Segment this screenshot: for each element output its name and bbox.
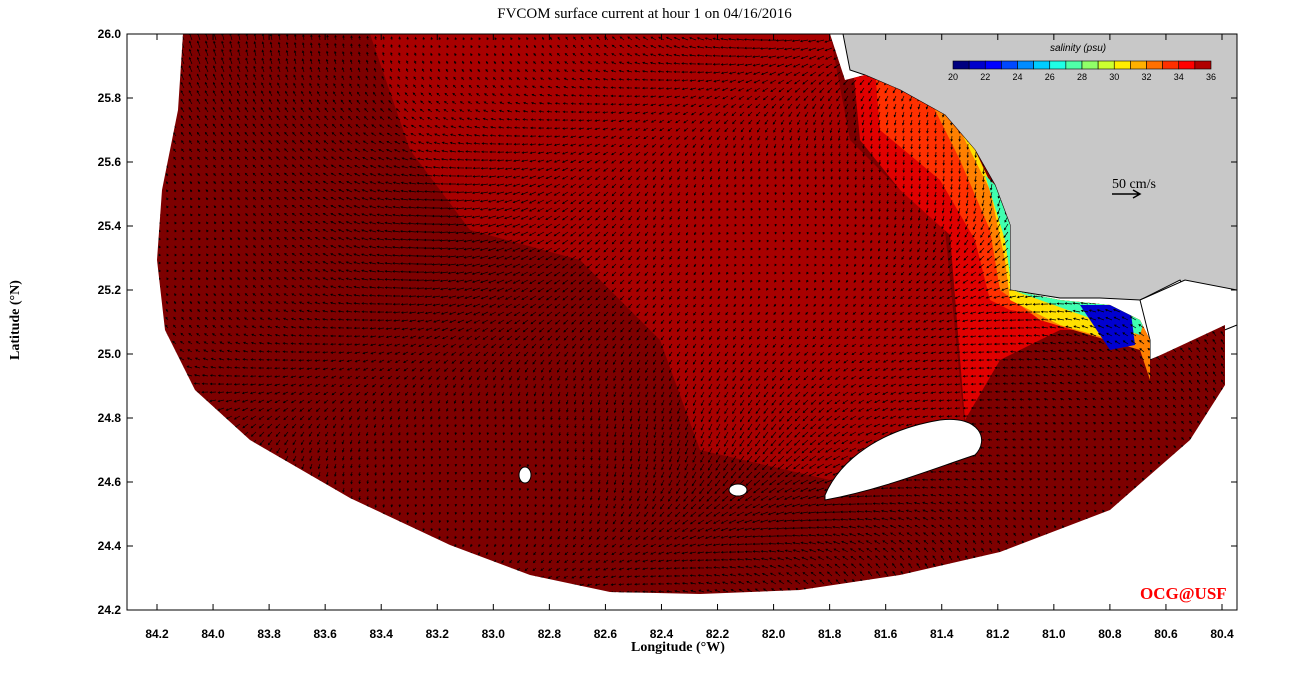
x-tick-label: 81.2 bbox=[986, 627, 1010, 641]
y-tick-label: 24.6 bbox=[98, 475, 122, 489]
x-tick-label: 80.6 bbox=[1154, 627, 1178, 641]
colorbar-label: 36 bbox=[1206, 72, 1216, 82]
x-tick-label: 84.2 bbox=[145, 627, 169, 641]
colorbar-label: 32 bbox=[1141, 72, 1151, 82]
ocean-layers bbox=[157, 34, 1225, 594]
x-tick-label: 81.6 bbox=[874, 627, 898, 641]
x-tick-label: 82.8 bbox=[538, 627, 562, 641]
y-tick-label: 24.8 bbox=[98, 411, 122, 425]
y-tick-label: 24.4 bbox=[98, 539, 122, 553]
y-tick-label: 25.2 bbox=[98, 283, 122, 297]
colorbar-segment bbox=[1113, 60, 1131, 70]
colorbar-segment bbox=[1033, 60, 1051, 70]
y-axis-label: Latitude (°N) bbox=[8, 280, 23, 360]
salinity-21-patch bbox=[1080, 305, 1135, 350]
x-tick-label: 84.0 bbox=[201, 627, 225, 641]
colorbar-label: 24 bbox=[1012, 72, 1022, 82]
dry-tortugas-island bbox=[518, 466, 532, 484]
colorbar-segment bbox=[1194, 60, 1212, 70]
x-tick-label: 82.2 bbox=[706, 627, 730, 641]
y-tick-label: 24.2 bbox=[98, 603, 122, 617]
colorbar-segment bbox=[984, 60, 1002, 70]
x-tick-label: 81.0 bbox=[1042, 627, 1066, 641]
plot-title: FVCOM surface current at hour 1 on 04/16… bbox=[497, 6, 792, 22]
colorbar-segment bbox=[1081, 60, 1099, 70]
marquesas-island bbox=[728, 483, 748, 497]
salinity-27-band bbox=[985, 175, 1150, 335]
plot-frame bbox=[126, 33, 1238, 611]
y-tick-label: 25.8 bbox=[98, 91, 122, 105]
x-tick-label: 81.4 bbox=[930, 627, 954, 641]
lower-keys-island bbox=[824, 418, 983, 501]
x-tick-label: 82.4 bbox=[650, 627, 674, 641]
x-tick-label: 83.6 bbox=[313, 627, 337, 641]
x-tick-label: 83.0 bbox=[482, 627, 506, 641]
colorbar-segment bbox=[968, 60, 986, 70]
colorbar-segment bbox=[1130, 60, 1147, 70]
x-axis-label: Longitude (°W) bbox=[631, 640, 725, 655]
colorbar-segment bbox=[1001, 60, 1018, 70]
x-tick-label: 80.8 bbox=[1098, 627, 1122, 641]
colorbar-label: 28 bbox=[1077, 72, 1087, 82]
credit-label: OCG@USF bbox=[1140, 584, 1227, 603]
colorbar-label: 34 bbox=[1174, 72, 1184, 82]
x-tick-label: 80.4 bbox=[1210, 627, 1234, 641]
x-tick-label: 83.4 bbox=[370, 627, 394, 641]
y-tick-label: 25.6 bbox=[98, 155, 122, 169]
colorbar-segment bbox=[1146, 60, 1163, 70]
y-tick-label: 25.0 bbox=[98, 347, 122, 361]
y-tick-label: 26.0 bbox=[98, 27, 122, 41]
scale-arrow-label: 50 cm/s bbox=[1112, 177, 1156, 192]
x-tick-label: 83.2 bbox=[426, 627, 450, 641]
colorbar-segment bbox=[1017, 60, 1034, 70]
colorbar-segment bbox=[952, 60, 970, 70]
ocean-mid-region bbox=[370, 34, 965, 480]
colorbar-label: 20 bbox=[948, 72, 958, 82]
x-tick-label: 83.8 bbox=[257, 627, 281, 641]
colorbar-segment bbox=[1178, 60, 1196, 70]
y-tick-label: 25.4 bbox=[98, 219, 122, 233]
colorbar-segment bbox=[1162, 60, 1180, 70]
x-tick-label: 82.0 bbox=[762, 627, 786, 641]
scale-arrow-icon bbox=[1112, 189, 1142, 199]
colorbar-segment bbox=[1065, 60, 1083, 70]
x-tick-label: 82.6 bbox=[594, 627, 618, 641]
colorbar-label: 22 bbox=[980, 72, 990, 82]
colorbar-segment bbox=[1049, 60, 1067, 70]
colorbar-label: 30 bbox=[1109, 72, 1119, 82]
x-tick-label: 81.8 bbox=[818, 627, 842, 641]
colorbar-label: 26 bbox=[1045, 72, 1055, 82]
colorbar-title: salinity (psu) bbox=[1050, 43, 1107, 54]
colorbar-segment bbox=[1097, 60, 1115, 70]
